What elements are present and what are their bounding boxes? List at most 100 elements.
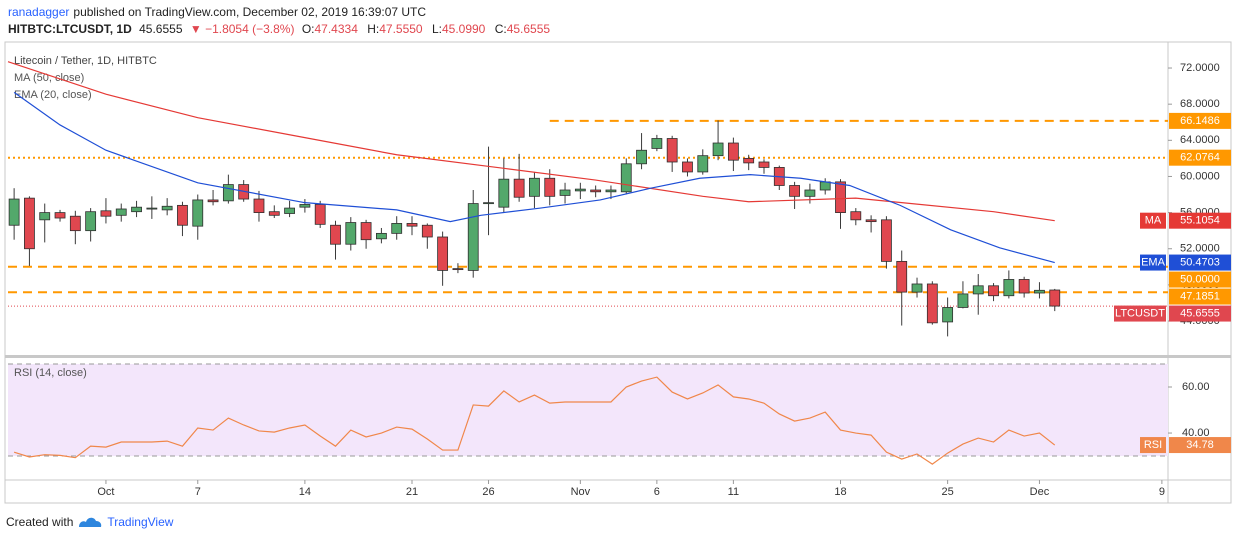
- ohlc-value: 45.0990: [441, 22, 486, 36]
- last-price: 45.6555: [139, 22, 183, 36]
- candle-body: [636, 149, 647, 165]
- y-tick-label: 68.0000: [1180, 98, 1220, 110]
- x-tick-label: 21: [406, 486, 418, 498]
- badge-label: 34.78: [1186, 439, 1214, 451]
- candle-body: [682, 161, 693, 173]
- candle-body: [115, 208, 127, 216]
- y-tick-label: 60.0000: [1180, 170, 1220, 182]
- candle-body: [789, 185, 800, 197]
- candle-body: [54, 212, 66, 219]
- badge-label: 50.4703: [1180, 256, 1220, 268]
- candle-body: [743, 157, 755, 164]
- candle-body: [896, 260, 908, 293]
- author[interactable]: ranadagger: [8, 5, 70, 19]
- ohlc-key: C:: [494, 22, 507, 36]
- y-tick-label: 52.0000: [1180, 243, 1220, 255]
- candle-body: [819, 181, 831, 191]
- candle-body: [850, 211, 862, 221]
- candle-body: [988, 285, 999, 297]
- chart-title: Litecoin / Tether, 1D, HITBTC: [14, 55, 157, 67]
- candle-body: [24, 197, 35, 250]
- candle-body: [544, 177, 556, 197]
- ohlc-value: 47.4334: [314, 22, 358, 36]
- symbol: HITBTC:LTCUSDT, 1D: [8, 22, 132, 36]
- rsi-title: RSI (14, close): [14, 367, 87, 379]
- candle-body: [1049, 289, 1061, 307]
- candle-body: [192, 199, 204, 227]
- badge: [1169, 112, 1231, 129]
- badge-tag-label: EMA: [1141, 256, 1166, 268]
- candle-body: [911, 283, 923, 293]
- header-line-2: HITBTC:LTCUSDT, 1D 45.6555 ▼ −1.8054 (−3…: [8, 22, 556, 36]
- candle-body: [620, 163, 632, 193]
- badge-tag-label: MA: [1145, 215, 1162, 227]
- candle-body: [146, 207, 158, 210]
- candle-body: [758, 161, 770, 168]
- badge-label: 47.1851: [1180, 290, 1220, 302]
- candle-body: [345, 222, 357, 245]
- candle-body: [590, 189, 602, 193]
- x-tick-label: 14: [299, 486, 311, 498]
- candle-body: [85, 211, 97, 232]
- candle-body: [651, 138, 663, 149]
- candle-body: [207, 199, 219, 203]
- candle-body: [483, 202, 494, 205]
- candle-body: [330, 224, 341, 245]
- candle-body: [498, 178, 510, 208]
- badge: [1169, 254, 1231, 271]
- candle-body: [1018, 279, 1030, 294]
- y-tick-label: 60.00: [1182, 381, 1210, 393]
- candle-body: [8, 198, 20, 226]
- candle-body: [712, 142, 724, 157]
- candle-body: [299, 204, 311, 208]
- x-tick-label: 6: [654, 486, 660, 498]
- candle-body: [100, 210, 112, 217]
- candle-body: [39, 212, 51, 221]
- candle-body: [605, 189, 617, 193]
- candle-body: [131, 206, 142, 213]
- candle-body: [376, 232, 387, 240]
- candle-body: [957, 293, 969, 308]
- candle-body: [559, 189, 571, 196]
- candle-body: [942, 307, 954, 323]
- candle-body: [697, 155, 709, 173]
- candle-body: [666, 138, 678, 163]
- candle-body: [926, 283, 938, 324]
- brand[interactable]: TradingView: [107, 515, 174, 529]
- logo[interactable]: [77, 514, 103, 530]
- published: published on TradingView.com, December 0…: [73, 5, 427, 19]
- ohlc-value: 45.6555: [506, 22, 551, 36]
- ohlc-key: H:: [367, 22, 380, 36]
- candle-body: [253, 198, 265, 213]
- badge-tag: [1114, 305, 1166, 322]
- x-tick-label: 26: [482, 486, 494, 498]
- badge: [1169, 271, 1231, 288]
- badge-tag: [1140, 212, 1166, 229]
- x-tick-label: 18: [834, 486, 846, 498]
- y-tick-label: 64.0000: [1180, 134, 1220, 146]
- candle-body: [881, 219, 892, 262]
- candle-body: [1034, 289, 1045, 294]
- candle-body: [529, 177, 540, 197]
- legend-entry: EMA (20, close): [14, 89, 92, 101]
- x-tick-label: 7: [195, 486, 201, 498]
- badge: [1169, 305, 1231, 322]
- overlay-line: [7, 61, 1055, 222]
- x-tick-label: Dec: [1030, 486, 1050, 498]
- candle-body: [69, 215, 81, 232]
- x-tick-label: Nov: [571, 486, 591, 498]
- footer: Created with TradingView: [6, 514, 173, 530]
- badge-tag: [1140, 254, 1166, 271]
- badge-label: 62.0764: [1180, 152, 1220, 164]
- x-tick-label: 25: [942, 486, 954, 498]
- badge-label: 50.0000: [1180, 273, 1220, 285]
- candle-body: [177, 204, 188, 226]
- candle-body: [391, 223, 403, 234]
- candle-body: [284, 207, 295, 214]
- x-tick-label: Oct: [97, 486, 114, 498]
- candle-body: [268, 211, 280, 216]
- candle-body: [835, 181, 846, 213]
- ohlc-value: 47.5550: [379, 22, 423, 36]
- candle-body: [360, 222, 372, 241]
- candle-body: [437, 236, 449, 271]
